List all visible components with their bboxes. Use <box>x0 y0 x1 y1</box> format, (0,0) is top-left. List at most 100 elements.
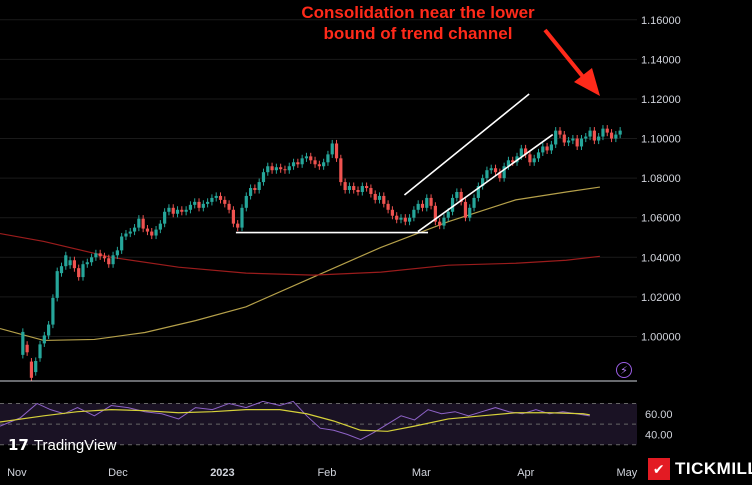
candle <box>193 201 197 205</box>
candle <box>463 201 468 218</box>
candle <box>94 253 98 258</box>
candle <box>171 207 175 214</box>
candle <box>373 193 377 200</box>
candle <box>128 231 132 234</box>
candle <box>77 268 81 278</box>
moving-average-line <box>0 232 600 276</box>
candle <box>253 188 257 190</box>
candle <box>141 218 145 229</box>
time-axis: Nov Dec 2023 Feb Mar Apr May <box>7 467 638 479</box>
candle <box>592 130 596 141</box>
candle <box>120 236 124 251</box>
time-tick-label: Dec <box>108 467 128 479</box>
annotation-line-2: bound of trend channel <box>323 24 513 43</box>
candle <box>450 197 455 212</box>
candle <box>59 266 64 274</box>
candle <box>489 168 493 171</box>
candle <box>528 154 532 163</box>
candle <box>330 143 334 155</box>
candle <box>369 188 373 194</box>
candle <box>433 205 437 222</box>
candle <box>446 211 450 218</box>
candle <box>175 209 180 214</box>
price-grid <box>0 19 637 337</box>
tradingview-label: TradingView <box>33 436 117 454</box>
lightning-icon[interactable]: ⚡ <box>616 362 632 378</box>
candle <box>601 128 605 137</box>
price-tick-label: 1.06000 <box>641 213 681 225</box>
candle <box>377 195 382 200</box>
candle <box>188 204 193 210</box>
candle <box>304 156 309 159</box>
candle <box>532 158 536 163</box>
time-tick-label: Mar <box>412 467 431 479</box>
candle <box>223 199 227 204</box>
candle <box>98 253 102 257</box>
candle <box>407 217 412 222</box>
candle <box>21 331 25 355</box>
candle <box>180 209 184 212</box>
candle <box>231 209 235 224</box>
rsi-line <box>0 400 590 441</box>
candle <box>25 344 29 353</box>
candle <box>455 191 459 198</box>
candle <box>64 255 68 267</box>
candle <box>347 186 352 190</box>
candle <box>481 178 485 187</box>
candle <box>81 264 85 278</box>
candle <box>248 188 253 196</box>
candle <box>614 134 618 139</box>
candle <box>472 197 476 208</box>
candle <box>102 256 107 259</box>
candle <box>485 170 489 179</box>
price-axis: 1.16000 1.14000 1.12000 1.10000 1.08000 1.060… <box>641 15 681 344</box>
candle <box>197 201 201 208</box>
candle <box>214 195 218 198</box>
candle <box>55 271 59 298</box>
rsi-tick-label: 60.00 <box>645 409 673 421</box>
time-tick-label: May <box>616 467 637 479</box>
candle <box>579 138 584 147</box>
candle <box>502 166 506 179</box>
candle <box>115 250 119 256</box>
moving-average-line <box>0 186 601 342</box>
time-tick-label: 2023 <box>210 467 234 479</box>
annotation-arrow <box>543 28 586 80</box>
candle <box>210 197 214 202</box>
candle <box>167 207 171 212</box>
candle <box>163 211 167 224</box>
candle <box>137 218 141 228</box>
candle <box>597 136 601 141</box>
candle <box>154 229 158 236</box>
moving-averages <box>0 186 601 342</box>
candle <box>425 197 429 208</box>
tickmill-logo-icon: ✔ <box>648 458 670 480</box>
price-tick-label: 1.08000 <box>641 173 681 185</box>
candle <box>343 182 347 190</box>
candle <box>468 207 472 218</box>
candle <box>111 255 115 265</box>
candle <box>326 154 330 163</box>
price-tick-label: 1.16000 <box>641 15 681 27</box>
candle <box>459 191 463 202</box>
candle <box>287 166 291 171</box>
price-tick-label: 1.12000 <box>641 94 681 106</box>
candle <box>549 144 553 151</box>
candle <box>575 138 579 147</box>
candle <box>412 209 416 218</box>
candle <box>279 167 283 170</box>
candle <box>227 203 231 210</box>
candle <box>382 195 386 204</box>
rsi-ma-line <box>0 409 590 432</box>
candle <box>85 262 89 265</box>
tradingview-watermark: 𝟭𝟳 TradingView <box>8 436 117 455</box>
candle <box>566 140 571 143</box>
annotation-arrow-head <box>574 68 600 96</box>
candle <box>150 231 154 236</box>
candle <box>72 260 77 269</box>
price-tick-label: 1.02000 <box>641 292 681 304</box>
candle <box>206 201 210 204</box>
candle <box>588 130 592 137</box>
channel-upper <box>403 93 530 196</box>
